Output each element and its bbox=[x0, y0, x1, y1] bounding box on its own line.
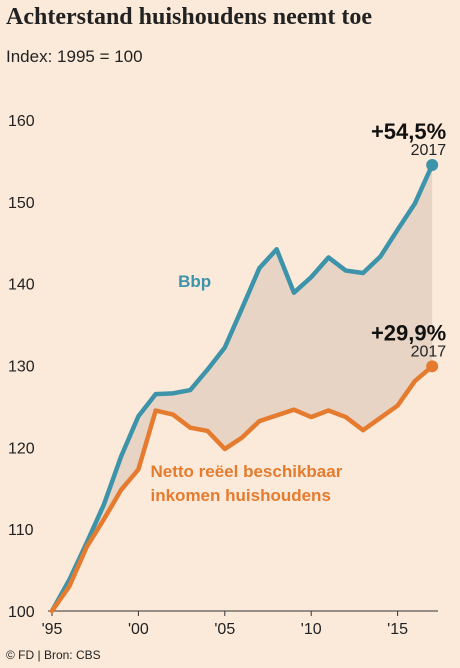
series-label-inkomen-line-2: inkomen huishoudens bbox=[151, 486, 331, 505]
y-tick-label-110: 110 bbox=[8, 522, 34, 539]
end-point-bbp bbox=[426, 159, 439, 172]
series-label-bbp: Bbp bbox=[178, 272, 211, 291]
x-tick-label-2015: '15 bbox=[387, 621, 408, 638]
y-tick-label-100: 100 bbox=[8, 604, 35, 621]
chart-subtitle: Index: 1995 = 100 bbox=[6, 47, 143, 66]
end-year-label-inkomen: 2017 bbox=[411, 343, 447, 360]
chart-title: Achterstand huishoudens neemt toe bbox=[6, 4, 373, 30]
end-value-label-inkomen: +29,9% bbox=[371, 320, 446, 345]
x-tick-label-1995: '95 bbox=[42, 621, 63, 638]
x-tick-label-2005: '05 bbox=[214, 621, 235, 638]
series-label-inkomen-line-1: Netto reëel beschikbaar bbox=[151, 462, 343, 481]
gap-shaded-area bbox=[52, 165, 433, 611]
y-tick-label-150: 150 bbox=[8, 195, 35, 212]
series-line-inkomen bbox=[49, 364, 435, 614]
y-tick-label-160: 160 bbox=[8, 113, 35, 130]
y-tick-label-140: 140 bbox=[8, 277, 35, 294]
series-line-bbp bbox=[49, 162, 435, 614]
end-point-inkomen bbox=[426, 360, 439, 373]
x-tick-label-2000: '00 bbox=[128, 621, 149, 638]
x-tick-label-2010: '10 bbox=[301, 621, 322, 638]
y-tick-label-120: 120 bbox=[8, 440, 35, 457]
end-year-label-bbp: 2017 bbox=[411, 142, 447, 159]
y-tick-label-130: 130 bbox=[8, 359, 35, 376]
source-note: © FD | Bron: CBS bbox=[6, 648, 101, 662]
end-value-label-bbp: +54,5% bbox=[371, 119, 446, 144]
